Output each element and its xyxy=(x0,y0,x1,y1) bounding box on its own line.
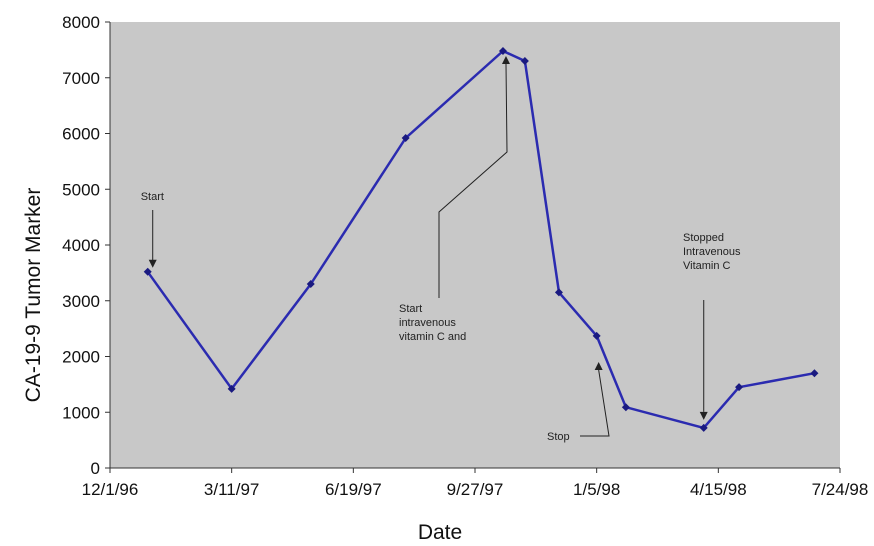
annotation-stopped-ivc: Intravenous xyxy=(683,246,741,258)
annotation-start: Start xyxy=(141,191,164,203)
data-point xyxy=(227,384,236,393)
y-tick-label: 3000 xyxy=(62,292,100,311)
data-point xyxy=(810,369,819,378)
x-tick-label: 1/5/98 xyxy=(573,480,620,499)
annotation-arrowhead xyxy=(594,362,603,370)
annotation-stopped-ivc: Stopped xyxy=(683,232,724,244)
data-point xyxy=(554,288,563,297)
x-tick-label: 7/24/98 xyxy=(812,480,869,499)
data-point xyxy=(306,280,315,289)
data-point xyxy=(498,46,507,55)
data-point xyxy=(592,331,601,340)
series-line xyxy=(146,49,815,430)
annotation-start-ivc: Start xyxy=(399,303,422,315)
series-layer xyxy=(143,46,819,432)
annotation-layer: Start Start intravenous vitamin C and Stop St… xyxy=(141,55,741,443)
y-tick-label: 6000 xyxy=(62,125,100,144)
y-axis-ticks: 0 1000 2000 3000 4000 5000 6000 7000 8000 xyxy=(62,13,110,478)
data-point xyxy=(735,383,744,392)
x-tick-label: 3/11/97 xyxy=(204,480,259,499)
annotation-arrowhead xyxy=(501,55,510,64)
annotation-arrowhead xyxy=(699,411,708,420)
data-point xyxy=(699,423,708,432)
data-point xyxy=(520,57,529,66)
x-axis-ticks: 12/1/96 3/11/97 6/19/97 9/27/97 1/5/98 4/15/9… xyxy=(82,468,869,499)
x-tick-label: 12/1/96 xyxy=(82,480,139,499)
y-tick-label: 4000 xyxy=(62,236,100,255)
annotation-line xyxy=(438,62,508,298)
x-tick-label: 6/19/97 xyxy=(325,480,382,499)
y-axis-title: CA-19-9 Tumor Marker xyxy=(22,188,45,403)
data-point xyxy=(621,403,630,412)
y-tick-label: 5000 xyxy=(62,180,100,199)
x-tick-label: 9/27/97 xyxy=(447,480,504,499)
data-point xyxy=(401,133,410,142)
plot-area xyxy=(110,22,840,468)
annotation-start-ivc: intravenous xyxy=(399,317,456,329)
x-tick-label: 4/15/98 xyxy=(690,480,747,499)
y-tick-label: 8000 xyxy=(62,13,100,32)
data-point xyxy=(143,267,152,276)
y-tick-label: 2000 xyxy=(62,348,100,367)
annotation-stopped-ivc: Vitamin C xyxy=(683,260,731,272)
annotation-arrowhead xyxy=(148,259,157,268)
y-tick-label: 7000 xyxy=(62,69,100,88)
annotation-start-ivc: vitamin C and xyxy=(399,331,466,343)
y-tick-label: 1000 xyxy=(62,403,100,422)
annotation-stop: Stop xyxy=(547,431,570,443)
x-axis-title: Date xyxy=(418,521,462,544)
annotation-line xyxy=(580,369,610,437)
y-tick-label: 0 xyxy=(91,459,100,478)
